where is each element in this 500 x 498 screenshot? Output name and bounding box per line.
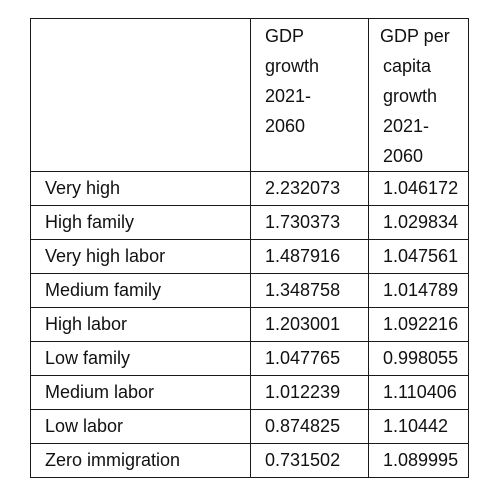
row-label: High family	[30, 205, 251, 240]
row-label: Very high	[30, 171, 251, 206]
row-label: High labor	[30, 307, 251, 342]
gdp-growth-value: 1.730373	[250, 205, 369, 240]
table-row: High family 1.730373 1.029834	[30, 205, 469, 240]
table-row: Zero immigration 0.731502 1.089995	[30, 443, 469, 478]
row-label: Medium family	[30, 273, 251, 308]
header-gdp-growth-line: GDP	[265, 26, 305, 46]
header-gdp-growth-line: growth	[265, 56, 320, 76]
header-gdp-per-capita-line: 2060	[383, 146, 424, 166]
table-row: Very high 2.232073 1.046172	[30, 171, 469, 206]
row-label: Low family	[30, 341, 251, 376]
data-table-container: GDP growth 2021- 2060 GDP per capita gro…	[30, 18, 469, 478]
header-gdp-per-capita-growth: GDP per capita growth 2021- 2060	[368, 18, 469, 172]
gdp-growth-value: 2.232073	[250, 171, 369, 206]
header-gdp-per-capita-line: 2021-	[383, 116, 430, 136]
table-row: Very high labor 1.487916 1.047561	[30, 239, 469, 274]
gdp-per-capita-growth-value: 1.110406	[368, 375, 469, 410]
gdp-growth-value: 1.487916	[250, 239, 369, 274]
gdp-per-capita-growth-value: 1.10442	[368, 409, 469, 444]
table-row: Low labor 0.874825 1.10442	[30, 409, 469, 444]
gdp-growth-value: 1.203001	[250, 307, 369, 342]
gdp-growth-value: 0.731502	[250, 443, 369, 478]
header-gdp-per-capita-line: growth	[383, 86, 438, 106]
gdp-per-capita-growth-value: 1.014789	[368, 273, 469, 308]
row-label: Medium labor	[30, 375, 251, 410]
gdp-per-capita-growth-value: 1.092216	[368, 307, 469, 342]
gdp-growth-value: 0.874825	[250, 409, 369, 444]
table-row: Medium family 1.348758 1.014789	[30, 273, 469, 308]
row-label: Very high labor	[30, 239, 251, 274]
table-row: High labor 1.203001 1.092216	[30, 307, 469, 342]
header-label-cell	[30, 18, 251, 172]
header-gdp-per-capita-line: GDP per	[375, 26, 450, 46]
gdp-per-capita-growth-value: 1.047561	[368, 239, 469, 274]
row-label: Low labor	[30, 409, 251, 444]
gdp-scenarios-table: GDP growth 2021- 2060 GDP per capita gro…	[30, 18, 469, 478]
gdp-per-capita-growth-value: 1.089995	[368, 443, 469, 478]
table-body: Very high 2.232073 1.046172 High family …	[30, 171, 469, 478]
header-gdp-per-capita-line: capita	[383, 56, 432, 76]
gdp-growth-value: 1.012239	[250, 375, 369, 410]
gdp-per-capita-growth-value: 1.029834	[368, 205, 469, 240]
gdp-per-capita-growth-value: 0.998055	[368, 341, 469, 376]
header-row: GDP growth 2021- 2060 GDP per capita gro…	[30, 18, 469, 172]
gdp-growth-value: 1.047765	[250, 341, 369, 376]
header-gdp-growth-line: 2060	[265, 116, 306, 136]
table-header: GDP growth 2021- 2060 GDP per capita gro…	[30, 18, 469, 172]
gdp-growth-value: 1.348758	[250, 273, 369, 308]
table-row: Medium labor 1.012239 1.110406	[30, 375, 469, 410]
gdp-per-capita-growth-value: 1.046172	[368, 171, 469, 206]
header-gdp-growth-line: 2021-	[265, 86, 312, 106]
table-row: Low family 1.047765 0.998055	[30, 341, 469, 376]
row-label: Zero immigration	[30, 443, 251, 478]
header-gdp-growth: GDP growth 2021- 2060	[250, 18, 369, 172]
